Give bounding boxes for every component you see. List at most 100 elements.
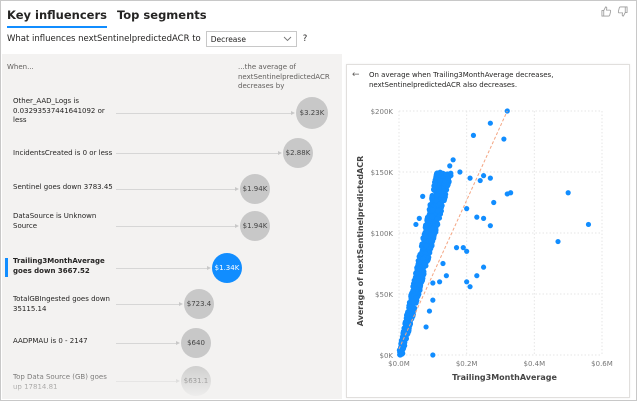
x-tick-label: $0.4M: [524, 360, 546, 368]
y-axis-title: Average of nextSentinelpredictedACR: [356, 156, 365, 327]
data-point: [477, 177, 483, 184]
data-point: [423, 242, 429, 249]
influencers-list-panel: When... ...the average of nextSentinelpr…: [2, 54, 342, 399]
average-header: ...the average of nextSentinelpredictedA…: [238, 63, 330, 90]
data-point: [441, 188, 447, 194]
influencer-detail-panel: ← On average when Trailing3MonthAverage …: [346, 64, 630, 398]
question-row: What influences nextSentinelpredictedACR…: [7, 31, 307, 47]
impact-bubble[interactable]: $1.94K: [240, 211, 270, 241]
data-point: [404, 312, 410, 318]
data-point: [427, 250, 433, 256]
impact-bubble[interactable]: $723.4: [184, 289, 214, 319]
data-point: [457, 169, 463, 175]
data-point: [403, 319, 410, 325]
arrowhead-icon: [278, 151, 282, 155]
trend-line: [398, 110, 508, 350]
influencer-label: AADPMAU is 0 - 2147: [13, 337, 88, 345]
data-point: [430, 297, 436, 303]
data-point: [403, 336, 409, 342]
data-point: [467, 284, 473, 290]
data-point: [474, 214, 480, 220]
data-point: [437, 200, 443, 207]
data-point: [413, 295, 419, 301]
tab-bar: Key influencers Top segments: [7, 6, 207, 28]
thumbs-down-icon[interactable]: [617, 6, 628, 17]
data-point: [464, 206, 470, 212]
data-point: [428, 232, 434, 238]
direction-dropdown[interactable]: Decrease: [205, 31, 297, 47]
arrow-left-icon[interactable]: ←: [352, 70, 360, 80]
data-point: [429, 207, 436, 213]
data-point: [423, 324, 429, 330]
arrowhead-icon: [176, 341, 180, 345]
data-point: [429, 225, 435, 231]
scatter-chart: $0K $50K $100K $150K $200K $0.0M $0.2M $0.4M $0.…: [356, 108, 613, 382]
influencer-label: TotalGBIngested goes down 35115.14: [13, 295, 110, 313]
data-point: [398, 346, 404, 352]
data-point: [417, 258, 423, 265]
data-point: [443, 273, 449, 279]
x-tick-label: $0.6M: [591, 360, 613, 368]
influencer-label: Trailing3MonthAverage goes down 3667.52: [13, 257, 105, 275]
impact-bubble[interactable]: $3.23K: [296, 97, 328, 129]
data-point: [413, 221, 419, 228]
data-point: [426, 308, 433, 314]
influencer-explanation: On average when Trailing3MonthAverage de…: [369, 71, 554, 89]
data-point: [501, 136, 507, 142]
data-point: [409, 311, 415, 317]
connector-line: [116, 113, 291, 114]
data-point: [415, 275, 421, 281]
data-point: [410, 288, 416, 295]
thumbs-up-icon[interactable]: [601, 6, 612, 17]
connector-line: [116, 226, 235, 227]
data-point: [460, 245, 466, 251]
data-point: [417, 282, 423, 288]
data-point: [423, 233, 429, 239]
y-tick-label: $100K: [371, 230, 394, 238]
y-tick-label: $150K: [371, 169, 394, 177]
influencer-label: Sentinel goes down 3783.45: [13, 183, 113, 191]
question-suffix: ?: [302, 34, 308, 44]
impact-bubble[interactable]: $640: [181, 328, 211, 358]
impact-bubble[interactable]: $1.34K: [212, 253, 242, 283]
data-point: [439, 192, 445, 198]
data-point: [480, 173, 487, 179]
arrowhead-icon: [179, 302, 183, 306]
impact-bubble[interactable]: $1.94K: [240, 174, 270, 204]
data-point: [585, 221, 592, 228]
list-fade-overlay: [2, 359, 342, 399]
data-point: [445, 175, 451, 181]
data-point: [487, 223, 493, 229]
chevron-down-icon: [283, 36, 292, 42]
data-point: [464, 279, 470, 285]
data-point: [448, 170, 454, 176]
data-point: [420, 193, 426, 199]
tab-key-influencers[interactable]: Key influencers: [7, 6, 107, 28]
data-point: [429, 195, 435, 201]
connector-line: [116, 343, 176, 344]
data-point: [450, 157, 456, 163]
data-point: [474, 273, 480, 279]
data-point: [430, 280, 436, 286]
data-point: [467, 175, 473, 181]
data-point: [417, 266, 423, 272]
data-point: [428, 238, 434, 244]
data-point: [420, 255, 426, 262]
x-axis-title: Trailing3MonthAverage: [452, 373, 557, 382]
data-point: [430, 352, 436, 358]
y-tick-label: $50K: [375, 291, 393, 299]
data-point: [480, 264, 487, 270]
impact-bubble[interactable]: $2.88K: [283, 138, 313, 168]
arrowhead-icon: [235, 224, 239, 228]
data-point: [504, 191, 510, 197]
data-point: [430, 186, 437, 192]
data-point: [422, 262, 428, 268]
data-point: [410, 300, 417, 307]
data-point: [441, 177, 447, 184]
tab-top-segments[interactable]: Top segments: [116, 8, 207, 22]
data-point: [437, 177, 443, 184]
data-point: [480, 215, 487, 221]
connector-line: [116, 268, 207, 269]
selected-marker: [5, 258, 8, 277]
